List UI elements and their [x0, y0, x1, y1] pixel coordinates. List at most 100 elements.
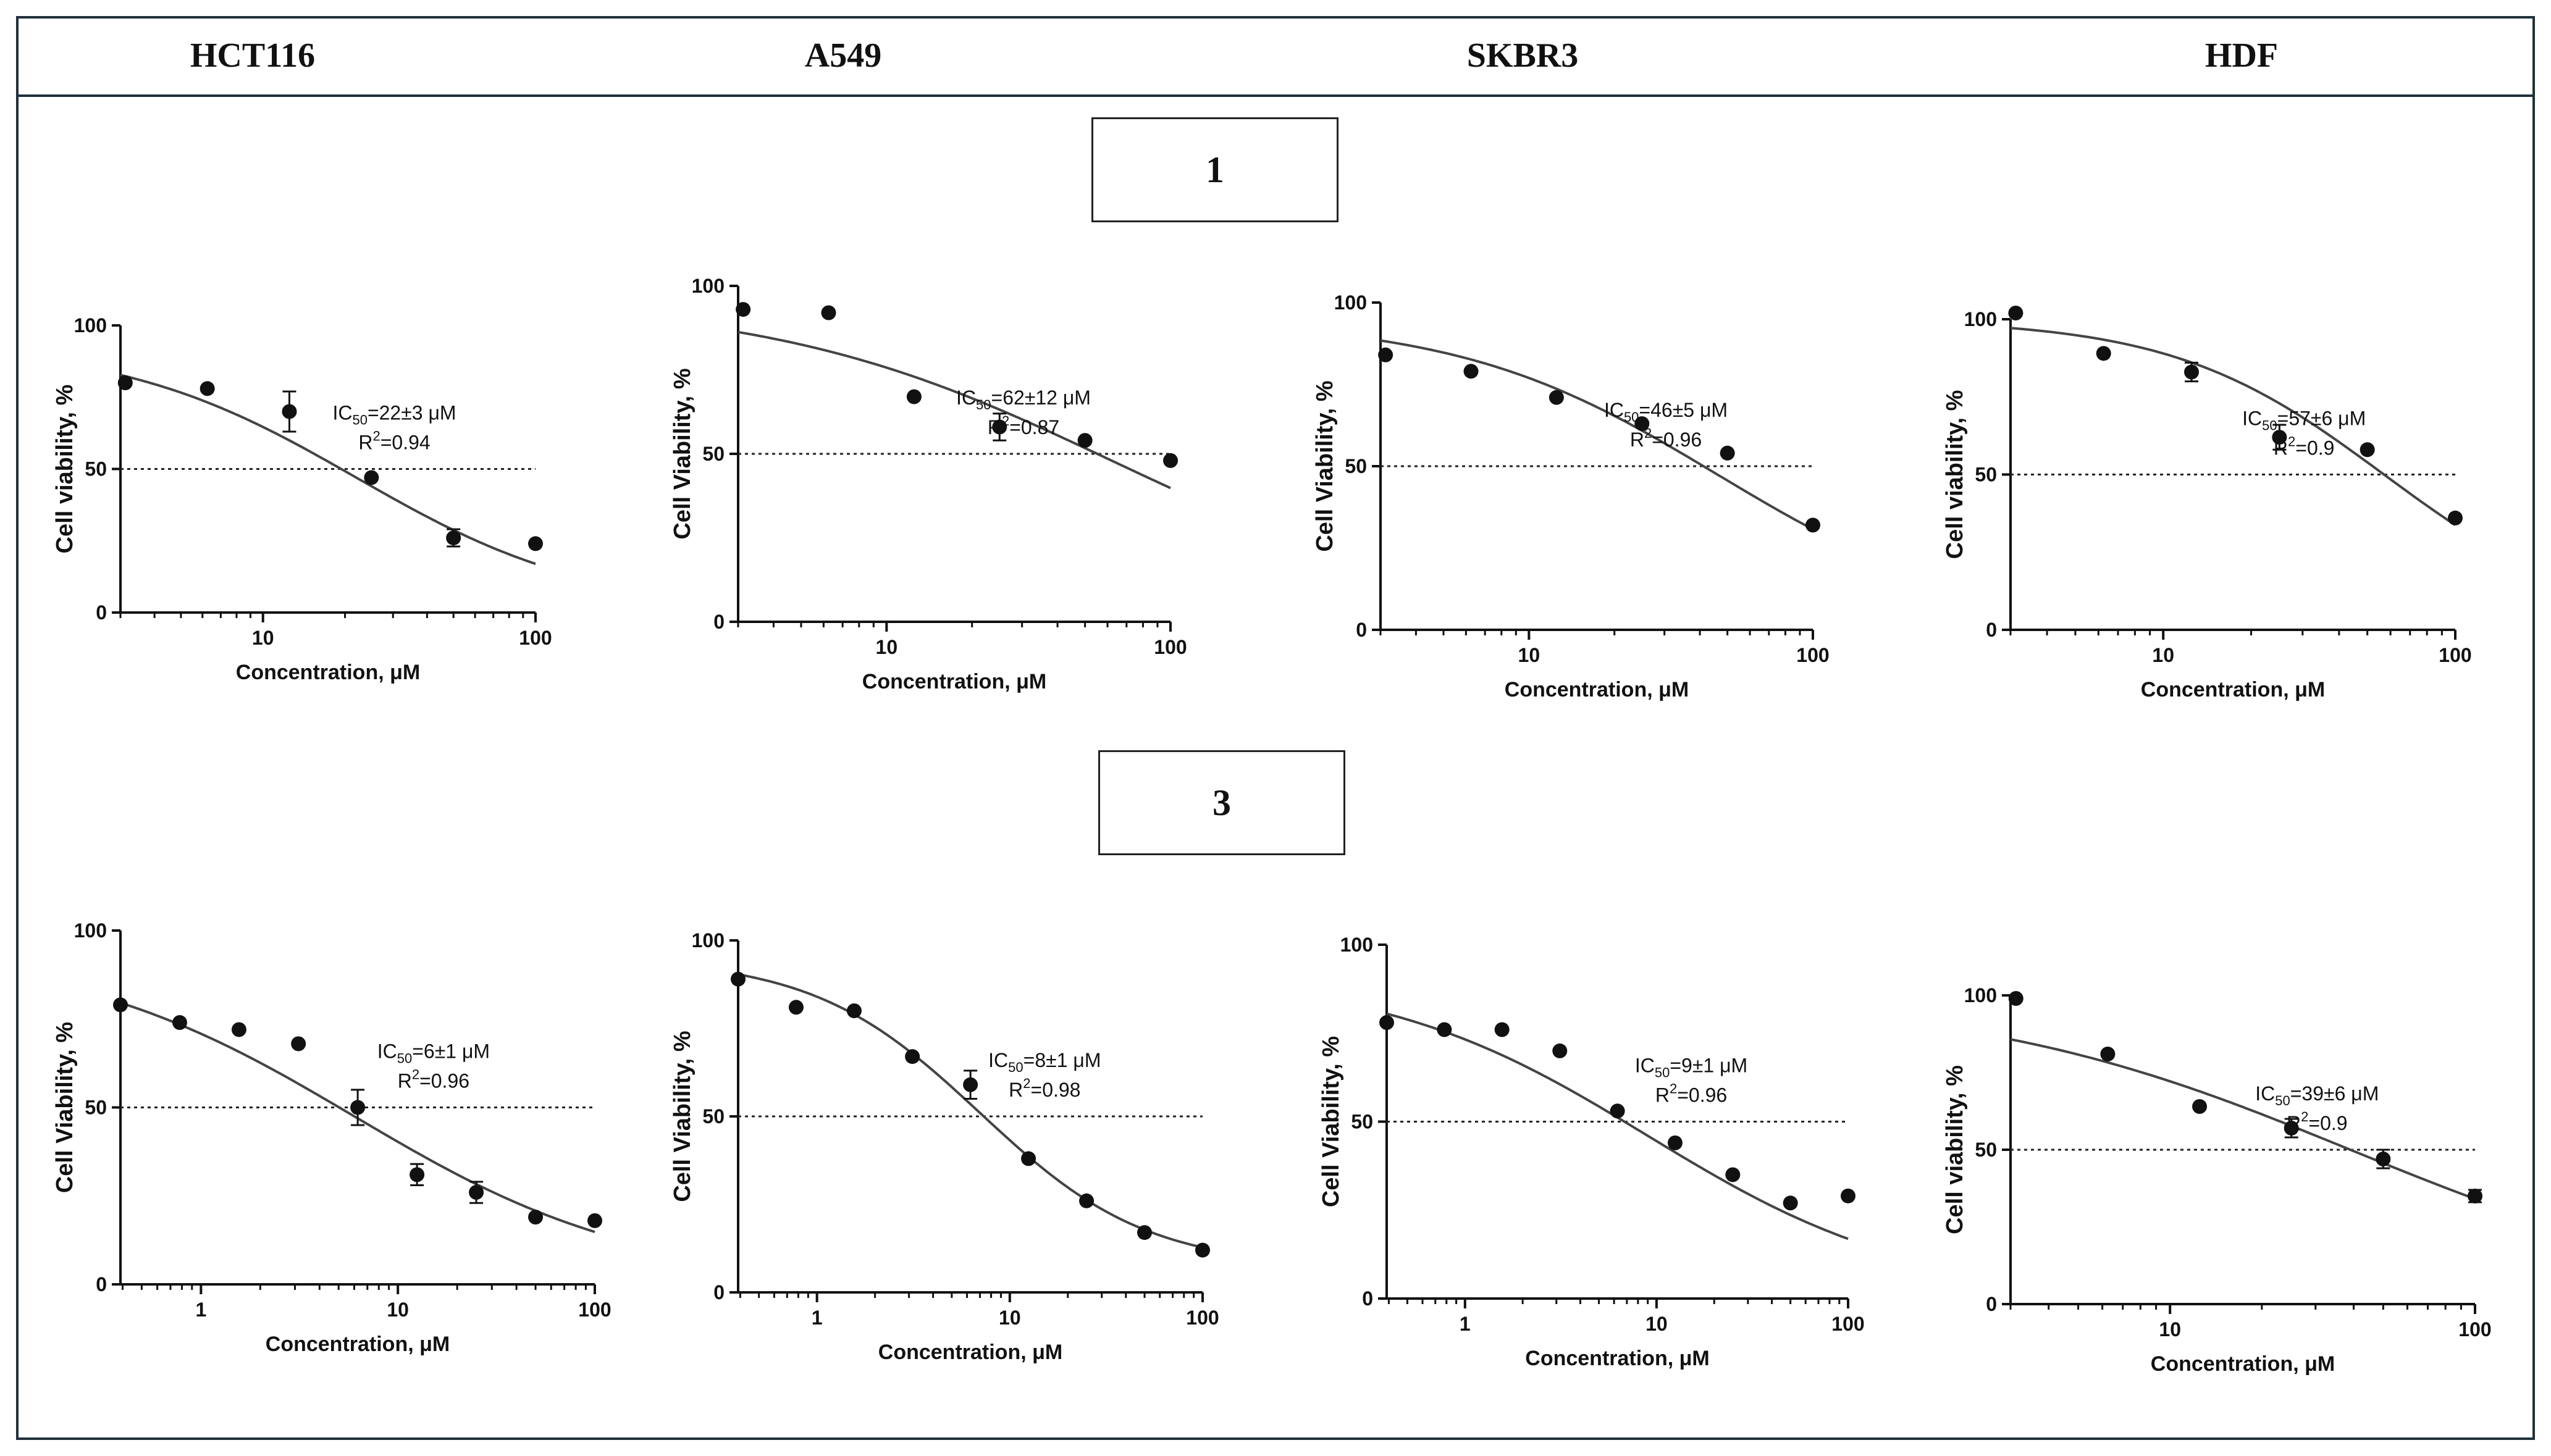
- y-tick-label: 0: [1986, 1293, 1997, 1315]
- x-axis-label: Concentration, μM: [862, 670, 1046, 693]
- y-axis-label: Cell Viability, %: [1318, 1036, 1344, 1207]
- data-point: [1378, 347, 1393, 362]
- ic50-annotation: IC50=6±1 μM: [377, 1040, 490, 1066]
- data-point: [1379, 1015, 1394, 1031]
- plot-area: 0 50 100 10 100 Concentration, μM Cell Viabili…: [1312, 291, 1830, 701]
- x-tick-label: 1: [1460, 1313, 1471, 1335]
- x-tick-label: 10: [2152, 644, 2174, 666]
- r-squared-annotation: R2=0.96: [1630, 425, 1702, 451]
- data-point: [1437, 1022, 1452, 1037]
- data-point: [1805, 517, 1820, 533]
- data-point: [906, 389, 922, 404]
- data-point: [1494, 1022, 1510, 1037]
- figure-frame: [16, 16, 2535, 1440]
- data-point: [2008, 305, 2024, 320]
- header-skbr3: SKBR3: [1466, 36, 1579, 75]
- x-tick-label: 100: [2439, 644, 2471, 666]
- data-point: [2008, 991, 2024, 1006]
- compound-label-1: 1: [1091, 117, 1339, 222]
- data-point: [1463, 364, 1479, 379]
- plot-area: 0 50 100 1 10 100 Concentration, μM Cell Viabil…: [52, 919, 611, 1356]
- header-hct116: HCT116: [190, 36, 316, 75]
- ic50-annotation: IC50=22±3 μM: [332, 402, 456, 428]
- y-tick-label: 50: [1975, 1139, 1997, 1161]
- data-point: [992, 419, 1007, 435]
- data-point: [2192, 1099, 2208, 1114]
- data-point: [291, 1036, 306, 1052]
- x-axis-label: Concentration, μM: [878, 1341, 1062, 1364]
- data-point: [905, 1049, 920, 1065]
- chart-compound1-hct116: 0 50 100 10 100 Concentration, μM Cell viabili…: [52, 314, 552, 684]
- header-a549: A549: [804, 36, 882, 75]
- y-axis-label: Cell viability, %: [1942, 1065, 1968, 1234]
- x-tick-label: 10: [1518, 644, 1540, 666]
- y-tick-label: 100: [1334, 291, 1367, 314]
- header-divider: [16, 94, 2535, 97]
- plot-area: 0 50 100 10 100 Concentration, μM Cell viabili…: [1942, 305, 2472, 701]
- data-point: [1725, 1167, 1741, 1182]
- y-tick-label: 100: [692, 929, 725, 952]
- x-tick-label: 100: [519, 627, 552, 649]
- data-point: [1079, 1193, 1095, 1208]
- y-tick-label: 50: [702, 443, 725, 465]
- y-axis-label: Cell Viability, %: [670, 368, 696, 539]
- y-tick-label: 0: [713, 611, 725, 633]
- data-point: [410, 1167, 425, 1182]
- y-tick-label: 100: [692, 275, 725, 297]
- x-tick-label: 100: [1831, 1313, 1864, 1335]
- y-tick-label: 0: [96, 1273, 107, 1295]
- ic50-annotation: IC50=39±6 μM: [2255, 1082, 2379, 1108]
- data-point: [1610, 1103, 1625, 1119]
- data-point: [528, 536, 543, 551]
- data-point: [736, 302, 751, 317]
- plot-area: 0 50 100 1 10 100 Concentration, μM Cell Viabil…: [1318, 934, 1865, 1370]
- x-tick-label: 1: [195, 1299, 206, 1321]
- x-tick-label: 100: [2458, 1318, 2491, 1341]
- compound-label-3: 3: [1098, 750, 1345, 855]
- y-tick-label: 0: [713, 1281, 725, 1303]
- x-tick-label: 1: [812, 1307, 823, 1329]
- ic50-annotation: IC50=46±5 μM: [1604, 399, 1728, 425]
- data-point: [1163, 453, 1178, 468]
- r-squared-annotation: R2=0.96: [1655, 1081, 1727, 1107]
- y-tick-label: 0: [1356, 619, 1367, 641]
- r-squared-annotation: R2=0.87: [988, 413, 1059, 438]
- chart-compound3-hdf: 0 50 100 10 100 Concentration, μM Cell viabili…: [1942, 984, 2492, 1376]
- data-point: [821, 305, 836, 320]
- y-tick-label: 50: [1351, 1111, 1373, 1133]
- fit-curve: [738, 330, 1171, 490]
- data-point: [1021, 1151, 1036, 1166]
- x-tick-label: 100: [1186, 1307, 1219, 1329]
- data-point: [2376, 1152, 2391, 1166]
- data-point: [2272, 430, 2287, 445]
- chart-compound1-hdf: 0 50 100 10 100 Concentration, μM Cell viabili…: [1942, 305, 2472, 701]
- chart-compound3-skbr3: 0 50 100 1 10 100 Concentration, μM Cell Viabil…: [1318, 934, 1865, 1370]
- x-tick-label: 100: [1154, 636, 1187, 658]
- data-point: [1841, 1188, 1855, 1203]
- y-tick-label: 100: [1964, 308, 1997, 330]
- plot-area: 0 50 100 10 100 Concentration, μM Cell Viabili…: [670, 275, 1187, 693]
- chart-compound1-a549: 0 50 100 10 100 Concentration, μM Cell Viabili…: [670, 275, 1187, 693]
- y-tick-label: 0: [1986, 619, 1997, 641]
- x-tick-label: 10: [876, 636, 898, 658]
- fit-curve: [1380, 339, 1813, 530]
- fit-curve: [2010, 1038, 2476, 1200]
- plot-area: 0 50 100 10 100 Concentration, μM Cell viabili…: [52, 314, 552, 684]
- x-axis-label: Concentration, μM: [236, 661, 420, 684]
- y-axis-label: Cell Viability, %: [52, 1022, 78, 1193]
- data-point: [788, 1000, 804, 1015]
- x-axis-label: Concentration, μM: [2141, 678, 2325, 701]
- plot-area: 0 50 100 10 100 Concentration, μM Cell viabili…: [1942, 984, 2492, 1376]
- data-point: [1077, 433, 1093, 448]
- data-point: [2100, 1047, 2116, 1061]
- chart-compound3-a549: 0 50 100 1 10 100 Concentration, μM Cell Viabil…: [670, 929, 1219, 1364]
- data-point: [528, 1210, 544, 1225]
- plot-area: 0 50 100 1 10 100 Concentration, μM Cell Viabil…: [670, 929, 1219, 1364]
- data-point: [364, 470, 379, 485]
- x-tick-label: 10: [252, 627, 274, 649]
- data-point: [963, 1077, 978, 1092]
- ic50-annotation: IC50=57±6 μM: [2242, 408, 2366, 433]
- data-point: [200, 381, 215, 396]
- x-axis-label: Concentration, μM: [1525, 1347, 1709, 1370]
- data-point: [1783, 1195, 1798, 1211]
